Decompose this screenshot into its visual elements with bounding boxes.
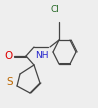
Text: S: S [7,77,13,87]
Text: Cl: Cl [51,6,59,14]
Text: O: O [4,51,12,61]
Text: NH: NH [35,52,49,60]
